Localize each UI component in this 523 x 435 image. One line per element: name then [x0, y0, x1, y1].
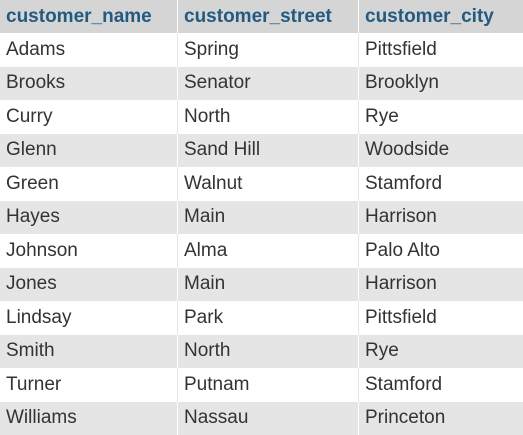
- customer-city-cell: Woodside: [359, 133, 523, 167]
- customer-city-cell: Pittsfield: [359, 301, 523, 335]
- table-row[interactable]: Curry North Rye: [0, 100, 523, 134]
- customer-city-cell: Pittsfield: [359, 33, 523, 67]
- table-row[interactable]: Glenn Sand Hill Woodside: [0, 133, 523, 167]
- table-row[interactable]: Smith North Rye: [0, 334, 523, 368]
- customer-name-cell: Williams: [0, 401, 178, 435]
- customer-city-cell: Harrison: [359, 200, 523, 234]
- customer-name-cell: Green: [0, 167, 178, 201]
- customer-street-cell: North: [178, 100, 359, 134]
- customer-street-cell: Park: [178, 301, 359, 335]
- customer-name-cell: Lindsay: [0, 301, 178, 335]
- customer-street-cell: Spring: [178, 33, 359, 67]
- customer-city-cell: Rye: [359, 100, 523, 134]
- column-header-customer-street[interactable]: customer_street: [178, 0, 359, 33]
- table-body: Adams Spring Pittsfield Brooks Senator Brookl…: [0, 33, 523, 435]
- customer-name-cell: Glenn: [0, 133, 178, 167]
- customer-city-cell: Palo Alto: [359, 234, 523, 268]
- column-header-customer-name[interactable]: customer_name: [0, 0, 178, 33]
- customer-name-cell: Adams: [0, 33, 178, 67]
- table-row[interactable]: Turner Putnam Stamford: [0, 368, 523, 402]
- customer-street-cell: North: [178, 334, 359, 368]
- customer-street-cell: Putnam: [178, 368, 359, 402]
- customer-name-cell: Turner: [0, 368, 178, 402]
- customer-street-cell: Senator: [178, 66, 359, 100]
- table-row[interactable]: Johnson Alma Palo Alto: [0, 234, 523, 268]
- column-header-customer-city[interactable]: customer_city: [359, 0, 523, 33]
- table-header: customer_name customer_street customer_c…: [0, 0, 523, 33]
- customer-name-cell: Smith: [0, 334, 178, 368]
- customer-city-cell: Rye: [359, 334, 523, 368]
- customer-street-cell: Sand Hill: [178, 133, 359, 167]
- table-row[interactable]: Green Walnut Stamford: [0, 167, 523, 201]
- customer-city-cell: Brooklyn: [359, 66, 523, 100]
- table-row[interactable]: Williams Nassau Princeton: [0, 401, 523, 435]
- customer-city-cell: Harrison: [359, 267, 523, 301]
- customer-name-cell: Curry: [0, 100, 178, 134]
- customer-city-cell: Stamford: [359, 167, 523, 201]
- customer-street-cell: Main: [178, 200, 359, 234]
- table-row[interactable]: Lindsay Park Pittsfield: [0, 301, 523, 335]
- customer-street-cell: Walnut: [178, 167, 359, 201]
- table-row[interactable]: Hayes Main Harrison: [0, 200, 523, 234]
- customer-city-cell: Princeton: [359, 401, 523, 435]
- customer-name-cell: Hayes: [0, 200, 178, 234]
- header-row: customer_name customer_street customer_c…: [0, 0, 523, 33]
- customer-name-cell: Johnson: [0, 234, 178, 268]
- customer-name-cell: Brooks: [0, 66, 178, 100]
- table-row[interactable]: Brooks Senator Brooklyn: [0, 66, 523, 100]
- customer-street-cell: Main: [178, 267, 359, 301]
- customer-city-cell: Stamford: [359, 368, 523, 402]
- table-row[interactable]: Adams Spring Pittsfield: [0, 33, 523, 67]
- table-row[interactable]: Jones Main Harrison: [0, 267, 523, 301]
- customer-street-cell: Nassau: [178, 401, 359, 435]
- customer-street-cell: Alma: [178, 234, 359, 268]
- customer-name-cell: Jones: [0, 267, 178, 301]
